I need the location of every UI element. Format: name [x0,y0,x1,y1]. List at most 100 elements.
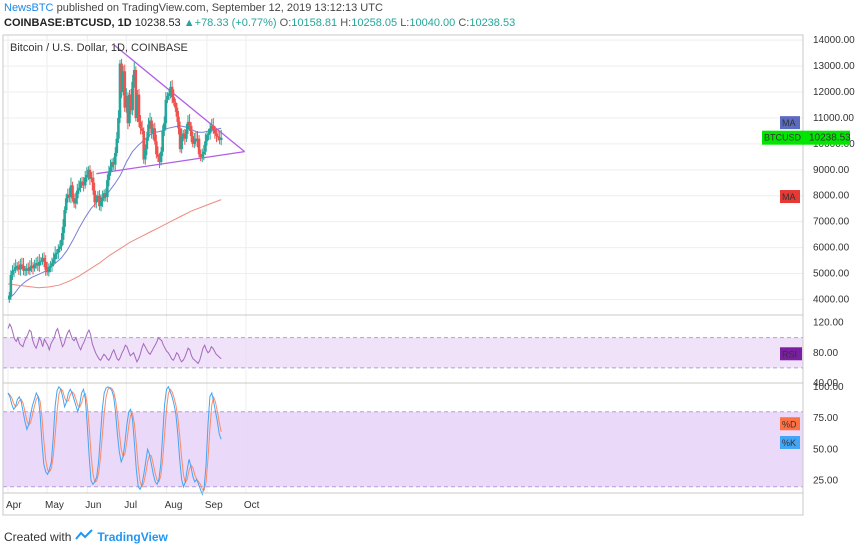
stoch-k-tag-bg [780,436,800,449]
close-label: C: [458,17,470,29]
candle-body [194,138,198,142]
candle-body [101,198,104,201]
candle-body [79,181,82,188]
candle-body [71,185,74,199]
triangle-lower-line [96,151,245,175]
candle-body [80,181,84,183]
low-value: 10040.00 [409,17,456,29]
rsi-line [7,322,222,365]
candle-body [50,263,54,266]
candle-body [159,151,163,163]
candle-body [102,193,106,199]
candle-body [150,120,153,134]
candle-body [200,154,204,157]
candle-body [30,265,33,268]
price-tag: BTCUSD 10238.53 [762,130,851,145]
candle-body [66,194,70,199]
candle-body [175,107,179,117]
candle-body [106,180,109,198]
rsi-tick-label: 80.00 [813,348,838,359]
candle-body [162,123,166,131]
stoch-k-line [7,385,222,496]
candle-body [8,295,11,300]
candle-body [91,177,95,191]
candle-body [19,264,22,270]
candle-body [156,154,160,157]
candle-body [181,133,185,137]
candle-body [177,116,180,129]
candle-body [148,120,152,125]
candle-body [132,70,136,82]
publish-info: NewsBTC published on TradingView.com, Se… [4,2,383,14]
high-label: H: [340,17,352,29]
candle-body [188,121,191,126]
tradingview-brand[interactable]: TradingView [97,529,168,544]
candle-body [120,63,123,93]
candle-body [153,128,157,142]
candle-body [26,268,30,271]
candle-body [36,263,40,266]
high-value: 10258.05 [351,17,398,29]
candle-body [85,175,89,178]
rsi-tag-bg [780,347,802,361]
candle-body [25,268,28,270]
candle-body [52,259,55,264]
candle-body [47,267,51,273]
candle-body [112,162,115,165]
ma-fast-tag-bg [780,116,800,130]
candle-body [41,257,44,261]
candle-body [193,138,196,144]
candle-body [185,129,188,139]
stoch-band [3,411,803,487]
candle-body [196,138,199,142]
chart-area[interactable]: Bitcoin / U.S. Dollar, 1D, COINBASE 1400… [0,0,860,520]
candle-body [98,195,101,207]
price-tag-symbol: BTCUSD [764,133,802,143]
candle-body [183,133,187,139]
rsi-tag-text: RSI [782,349,797,359]
rsi-tick-label: 40.00 [813,378,838,389]
stoch-tick-label: 100.00 [813,382,844,393]
stoch-d-tag-bg [780,417,800,431]
time-tick-label: Jun [85,500,101,511]
footer: Created with TradingView [4,529,168,544]
price-tick-label: 7000.00 [813,217,850,228]
ohlc-line: COINBASE:BTCUSD, 1D 10238.53 ▲+78.33 (+0… [4,17,515,29]
publisher-name[interactable]: NewsBTC [4,2,54,14]
last-price: 10238.53 [134,17,181,29]
candle-body [155,141,158,155]
candle-body [104,193,108,198]
candle-body [143,149,147,160]
candle-body [99,200,103,207]
candle-body [169,86,172,94]
stoch-k-tag: %K [780,436,800,449]
candle-body [151,128,155,134]
candle-body [134,70,138,118]
candle-body [215,133,218,137]
tradingview-logo-icon [75,529,94,544]
candle-body [109,167,112,173]
candle-body [166,95,169,100]
candle-body [115,138,119,153]
time-tick-label: Aug [165,500,183,511]
candle-body [42,257,46,262]
candle-body [117,117,120,139]
candle-body [58,246,62,249]
candle-body [186,121,190,130]
candle-body [93,190,96,203]
candle-body [219,137,223,140]
candle-body [14,267,17,270]
ma-slow-tag-text: MA [782,192,796,202]
candle-body [53,254,57,260]
ma-fast-line [7,125,222,300]
candle-body [75,190,79,199]
stoch-k-tag-text: %K [782,438,796,448]
candle-body [110,162,114,168]
price-tick-label: 12000.00 [813,87,855,98]
published-text: published on TradingView.com, September … [56,2,383,14]
candle-body [77,187,81,191]
price-tick-label: 13000.00 [813,61,855,72]
candle-body [172,97,176,103]
low-label: L: [400,17,410,29]
candle-body [137,94,141,122]
